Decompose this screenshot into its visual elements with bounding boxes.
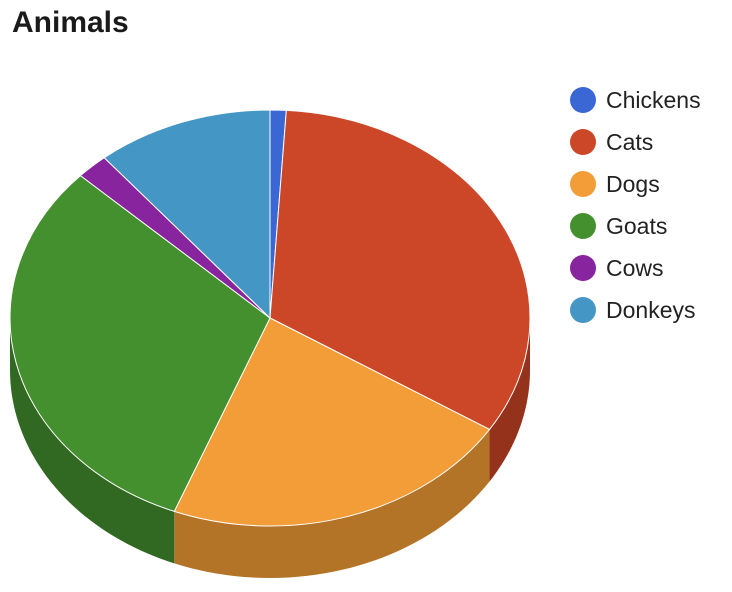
legend-item-goats[interactable]: Goats: [570, 205, 701, 247]
pie-slice-cats[interactable]: [269, 109, 531, 431]
legend-swatch: [570, 255, 596, 281]
legend-label: Donkeys: [606, 296, 696, 323]
legend-swatch: [570, 87, 596, 113]
legend-label: Dogs: [606, 170, 660, 197]
chart-title: Animals: [12, 6, 129, 39]
pie-slice-goats[interactable]: [9, 174, 271, 512]
legend: Chickens Cats Dogs Goats Cows Donkeys: [570, 79, 701, 331]
legend-item-dogs[interactable]: Dogs: [570, 163, 701, 205]
legend-swatch: [570, 213, 596, 239]
pie-slice-donkeys[interactable]: [103, 109, 271, 320]
legend-label: Cows: [606, 254, 664, 281]
pie-side-dogs: [174, 429, 490, 578]
legend-label: Goats: [606, 212, 668, 239]
legend-item-cats[interactable]: Cats: [570, 121, 701, 163]
pie-slice-dogs[interactable]: [173, 317, 491, 527]
pie-side-cats: [489, 318, 530, 482]
pie-top: [9, 109, 531, 527]
pie-sides: [10, 318, 530, 578]
legend-item-cows[interactable]: Cows: [570, 247, 701, 289]
legend-item-donkeys[interactable]: Donkeys: [570, 289, 701, 331]
pie-side-goats: [10, 318, 175, 564]
legend-swatch: [570, 171, 596, 197]
legend-swatch: [570, 129, 596, 155]
legend-swatch: [570, 297, 596, 323]
pie-chart: [9, 109, 531, 578]
legend-label: Cats: [606, 128, 654, 155]
legend-item-chickens[interactable]: Chickens: [570, 79, 701, 121]
legend-label: Chickens: [606, 86, 701, 113]
